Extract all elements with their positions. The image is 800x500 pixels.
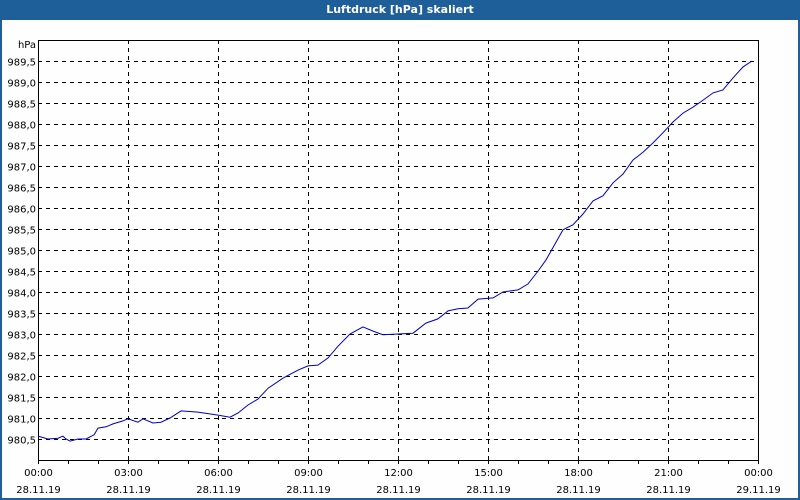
y-tick-label: 986,0 [7, 205, 36, 216]
x-tick-date-label: 28.11.19 [196, 485, 241, 496]
x-tick-date-label: 28.11.19 [286, 485, 331, 496]
y-tick-label: 985,5 [7, 226, 36, 237]
x-tick-date-label: 28.11.19 [16, 485, 61, 496]
x-tick-time-label: 00:00 [24, 468, 53, 479]
y-tick-label: 981,5 [7, 394, 36, 405]
y-tick-label: 982,0 [7, 373, 36, 384]
y-tick-label: 988,5 [7, 100, 36, 111]
x-axis-ticks: 00:00 28.11.19 03:00 28.11.19 06:00 28.11.19 0… [16, 460, 781, 496]
x-tick-time-label: 21:00 [654, 468, 683, 479]
y-tick-label: 986,5 [7, 184, 36, 195]
y-tick-label: 989,0 [7, 79, 36, 90]
y-tick-label: 983,0 [7, 331, 36, 342]
y-tick-label: 981,0 [7, 415, 36, 426]
x-tick-time-label: 03:00 [114, 468, 143, 479]
x-tick-time-label: 06:00 [204, 468, 233, 479]
x-tick-date-label: 28.11.19 [556, 485, 601, 496]
x-tick-time-label: 09:00 [294, 468, 323, 479]
y-tick-label: 987,5 [7, 142, 36, 153]
x-tick-time-label: 18:00 [564, 468, 593, 479]
x-tick-date-label: 28.11.19 [376, 485, 421, 496]
x-tick-date-label: 28.11.19 [466, 485, 511, 496]
pressure-series-line [37, 60, 753, 442]
y-tick-label: 984,5 [7, 268, 36, 279]
y-tick-label: 984,0 [7, 289, 36, 300]
y-tick-label: 982,5 [7, 352, 36, 363]
y-tick-label: 988,0 [7, 121, 36, 132]
y-tick-label: 980,5 [7, 436, 36, 447]
y-axis-ticks: 980,5 981,0 981,5 982,0 982,5 983,0 983,5 984,0… [7, 58, 36, 447]
x-tick-time-label: 12:00 [384, 468, 413, 479]
x-tick-time-label: 00:00 [744, 468, 773, 479]
grid-lines [38, 40, 758, 460]
x-tick-time-label: 15:00 [474, 468, 503, 479]
x-tick-date-label: 29.11.19 [736, 485, 781, 496]
y-axis-unit-label: hPa [18, 40, 36, 51]
x-tick-date-label: 28.11.19 [646, 485, 691, 496]
x-tick-date-label: 28.11.19 [106, 485, 151, 496]
y-tick-label: 983,5 [7, 310, 36, 321]
y-tick-label: 989,5 [7, 58, 36, 69]
plot-area-frame [38, 40, 759, 461]
window-title: Luftdruck [hPa] skaliert [0, 0, 800, 20]
y-tick-label: 985,0 [7, 247, 36, 258]
y-tick-label: 987,0 [7, 163, 36, 174]
